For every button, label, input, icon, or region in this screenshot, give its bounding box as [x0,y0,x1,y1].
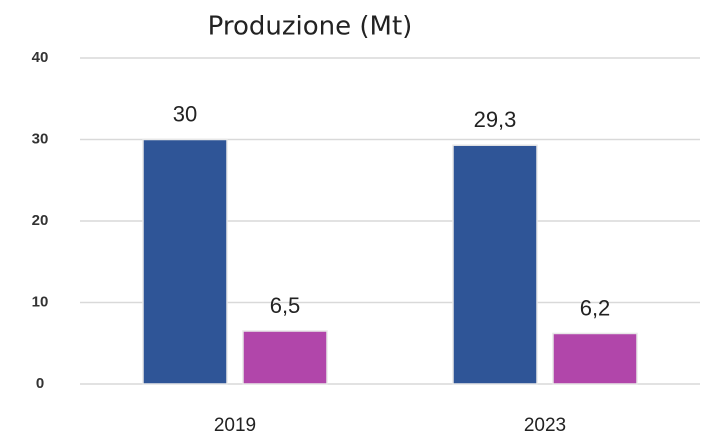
x-tick-label: 2023 [524,415,566,436]
bar [452,144,538,385]
chart-title: Produzione (Mt) [208,12,413,42]
y-tick-label: 0 [36,375,44,392]
y-tick-label: 30 [32,130,49,147]
data-label: 29,3 [474,107,517,132]
bar [142,138,228,385]
data-label: 30 [173,101,197,126]
y-tick-label: 40 [32,49,49,66]
y-tick-label: 20 [32,212,49,229]
data-label: 6,2 [580,295,611,320]
y-tick-label: 10 [32,293,49,310]
x-tick-label: 2019 [214,415,256,436]
bar [242,330,328,385]
bar [552,332,638,385]
data-label: 6,5 [270,293,301,318]
